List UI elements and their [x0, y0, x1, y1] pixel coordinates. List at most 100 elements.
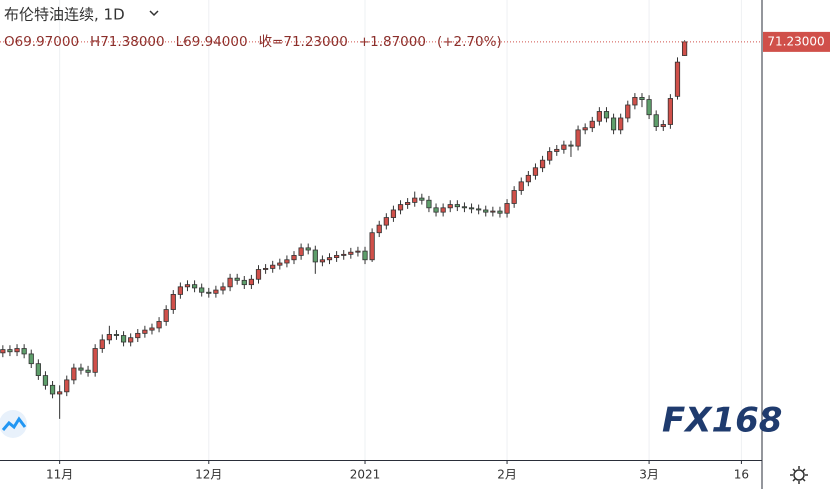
candle-body: [28, 353, 34, 365]
candle-body: [64, 379, 70, 393]
candle-body: [568, 144, 574, 147]
candle-body: [199, 287, 205, 293]
candle-body: [561, 144, 567, 150]
x-tick-label: 11月: [46, 468, 73, 482]
candle-body: [255, 269, 262, 280]
candle-body: [341, 253, 347, 256]
candle-body: [326, 257, 333, 261]
candle-body: [681, 41, 688, 56]
candle-body: [305, 247, 311, 251]
candle-body: [262, 268, 269, 270]
candle-body: [191, 284, 198, 289]
candle-body: [532, 167, 539, 176]
candle-body: [511, 190, 517, 204]
x-tick-label: 12月: [195, 468, 222, 482]
candle-body: [312, 249, 318, 263]
grid: [59, 0, 742, 460]
candle-body: [106, 334, 112, 341]
logo-circle: [0, 410, 27, 438]
candle-body: [646, 99, 652, 116]
price-marker: 71.23000: [0, 31, 830, 52]
candle-body: [610, 117, 617, 131]
candle-body: [362, 250, 368, 261]
candle-body: [71, 367, 77, 381]
gear-teeth: [790, 466, 808, 484]
tradingview-logo[interactable]: [0, 410, 27, 438]
candle-body: [405, 201, 411, 205]
chart-title[interactable]: 布伦特油连续, 1D: [4, 6, 125, 24]
candle-body: [78, 367, 84, 371]
ohlc-label: O69.97000: [4, 34, 79, 50]
x-tick-label: 2月: [497, 468, 517, 482]
candle-body: [135, 332, 141, 339]
ohlc-label: L69.94000: [176, 34, 248, 50]
candle-body: [433, 207, 439, 213]
candle-body: [497, 210, 503, 214]
candle-body: [35, 363, 41, 376]
candle-body: [291, 255, 297, 261]
candle-body: [383, 217, 389, 226]
candle-body: [42, 375, 49, 386]
candle-body: [284, 259, 290, 264]
candle-body: [397, 204, 404, 211]
candle-body: [554, 148, 560, 152]
candle-body: [149, 327, 155, 331]
candle-body: [227, 277, 233, 288]
ohlc-label: (+2.70%): [437, 34, 502, 50]
gear-ring: [793, 469, 805, 481]
last-price-box: [763, 31, 830, 52]
last-price-label: 71.23000: [767, 34, 824, 48]
candle-body: [270, 264, 276, 269]
candle-body: [674, 61, 681, 97]
candle-body: [57, 391, 63, 395]
candle-body: [525, 174, 531, 183]
candle-body: [0, 349, 6, 354]
candle-body: [113, 334, 120, 336]
candle-body: [518, 181, 524, 191]
candle-body: [575, 129, 581, 147]
candle-body: [582, 127, 588, 131]
candle-body: [213, 289, 219, 294]
candle-body: [539, 159, 546, 169]
candle-body: [490, 210, 496, 213]
candle-body: [348, 251, 354, 255]
candle-body: [440, 207, 446, 213]
candles: [0, 40, 688, 419]
candle-body: [625, 104, 631, 119]
candle-body: [618, 117, 624, 131]
candle-body: [234, 277, 240, 281]
candle-body: [7, 349, 13, 353]
settings-icon[interactable]: [790, 466, 808, 484]
candle-body: [376, 224, 382, 234]
candle-body: [547, 151, 553, 161]
candle-body: [483, 209, 489, 213]
candle-body: [426, 199, 432, 209]
candle-body: [639, 97, 645, 100]
candle-body: [220, 286, 226, 291]
candle-body: [419, 197, 425, 201]
watermark: FX168: [662, 401, 782, 441]
candle-body: [319, 259, 326, 263]
candle-body: [142, 329, 148, 334]
candle-body: [156, 321, 162, 329]
candle-body: [277, 262, 283, 266]
candle-body: [447, 204, 453, 209]
candle-body: [603, 111, 610, 119]
candle-body: [248, 278, 254, 286]
candle-body: [390, 209, 397, 218]
ohlc-label: H71.38000: [90, 34, 165, 50]
interval-dropdown[interactable]: [149, 10, 159, 17]
candle-body: [454, 204, 460, 208]
candle-body: [468, 207, 475, 210]
candle-body: [667, 98, 673, 125]
candle-body: [589, 120, 595, 129]
candle-body: [369, 232, 375, 261]
candle-body: [596, 111, 602, 122]
logo-wave: [1, 416, 27, 431]
candle-body: [21, 348, 27, 355]
candle-body: [412, 197, 418, 203]
candle-body: [298, 247, 304, 256]
candle-body: [476, 208, 482, 211]
candle-body: [120, 335, 127, 343]
